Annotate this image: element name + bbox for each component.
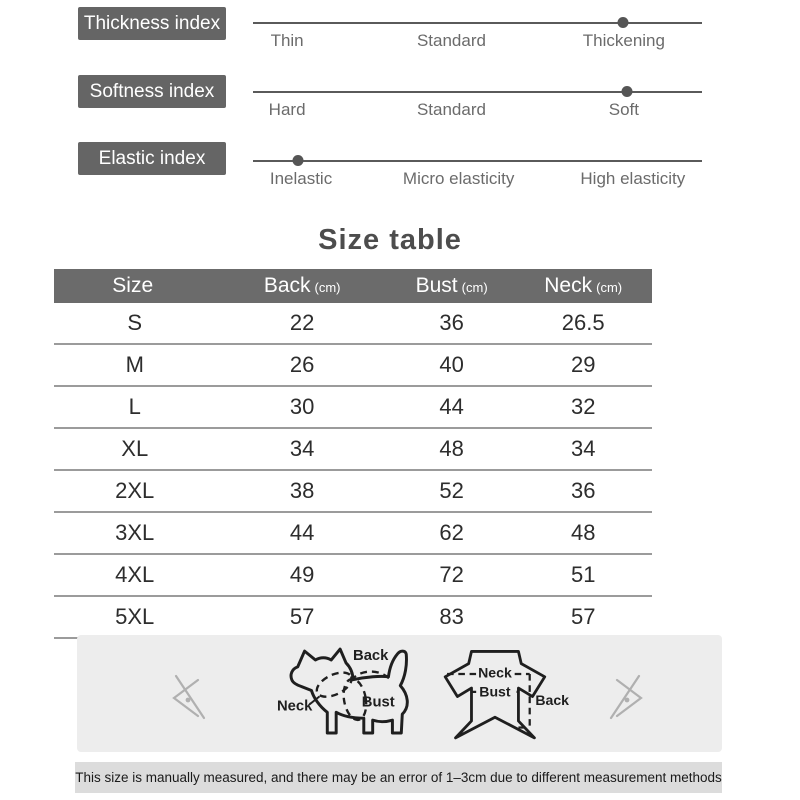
header-neck-label: Neck (544, 274, 593, 297)
dog-outline (289, 647, 409, 735)
table-row-xl: XL 34 48 34 (54, 429, 652, 471)
table-row-s: S 22 36 26.5 (54, 303, 652, 345)
header-cell-neck: Neck (cm) (514, 274, 652, 298)
cell-bust: 52 (439, 478, 464, 503)
size-table: Size Back (cm) Bust (cm) Neck (cm) S 22 … (54, 269, 652, 639)
dog-measurement-diagram: Back Neck Bust (277, 647, 409, 735)
garment-bust-label: Bust (479, 684, 511, 700)
cell-back: 44 (289, 520, 315, 545)
header-bust-label: Bust (415, 274, 458, 297)
elastic-option-micro: Micro elasticity (402, 169, 515, 188)
softness-scale-line (253, 86, 702, 97)
cell-size: 3XL (115, 520, 155, 545)
size-table-title: Size table (318, 224, 462, 256)
cell-size: XL (121, 436, 149, 461)
cell-bust: 44 (439, 394, 464, 419)
cell-back: 38 (289, 478, 315, 503)
cell-bust: 72 (439, 562, 464, 587)
measurement-diagram-panel: Back Neck Bust Neck Bust Back (77, 635, 722, 752)
cell-bust: 40 (439, 352, 464, 377)
table-row-4xl: 4XL 49 72 51 (54, 555, 652, 597)
softness-scale-dot-icon (621, 86, 633, 97)
header-back-label: Back (263, 274, 311, 297)
garment-neck-label-bg (476, 665, 514, 680)
cell-size: 2XL (115, 478, 155, 503)
cell-neck: 34 (570, 436, 596, 461)
table-row-5xl: 5XL 57 83 57 (54, 597, 652, 639)
dog-bust-label: Bust (362, 694, 395, 710)
elastic-option-inelastic: Inelastic (269, 169, 333, 188)
footer-note: This size is manually measured, and ther… (75, 762, 722, 793)
cell-neck: 32 (570, 394, 596, 419)
cell-back: 57 (289, 604, 315, 629)
header-cell-back: Back (cm) (215, 274, 388, 298)
dog-bust-measure-line (342, 677, 368, 722)
header-back-unit: (cm) (314, 280, 341, 295)
size-table-header-row: Size Back (cm) Bust (cm) Neck (cm) (54, 269, 652, 303)
header-cell-bust: Bust (cm) (389, 274, 515, 298)
header-bust-unit: (cm) (461, 280, 488, 295)
table-row-m: M 26 40 29 (54, 345, 652, 387)
carousel-next-arrow-icon[interactable] (605, 668, 649, 724)
cell-bust: 48 (439, 436, 464, 461)
cell-bust: 83 (439, 604, 464, 629)
dog-back-label: Back (353, 648, 389, 664)
cell-back: 30 (289, 394, 315, 419)
header-neck-unit: (cm) (596, 280, 623, 295)
thickness-scale-options: Thin Standard Thickening (253, 31, 702, 51)
elastic-option-high: High elasticity (580, 169, 686, 188)
cell-size: S (127, 310, 143, 335)
cell-neck: 29 (570, 352, 596, 377)
softness-option-hard: Hard (268, 100, 306, 119)
cell-size: M (125, 352, 144, 377)
garment-back-label: Back (535, 692, 569, 708)
dog-neck-measure-line (315, 671, 353, 698)
elastic-scale-dot-icon (292, 155, 304, 166)
softness-option-soft: Soft (608, 100, 639, 119)
cell-size: L (128, 394, 141, 419)
cell-neck: 57 (570, 604, 596, 629)
elastic-index-label: Elastic index (78, 142, 226, 175)
cell-neck: 36 (570, 478, 596, 503)
garment-bust-label-bg (476, 684, 514, 699)
cell-size: 4XL (115, 562, 155, 587)
elastic-scale-options: Inelastic Micro elasticity High elastici… (253, 169, 702, 189)
header-cell-size: Size (54, 274, 215, 298)
table-row-l: L 30 44 32 (54, 387, 652, 429)
table-row-2xl: 2XL 38 52 36 (54, 471, 652, 513)
elastic-scale-line (253, 155, 702, 166)
thickness-scale-line (253, 17, 702, 28)
cell-neck: 48 (570, 520, 596, 545)
cell-size: 5XL (115, 604, 155, 629)
thickness-option-thin: Thin (270, 31, 304, 50)
table-row-3xl: 3XL 44 62 48 (54, 513, 652, 555)
thickness-option-thickening: Thickening (582, 31, 665, 50)
cell-neck: 51 (570, 562, 596, 587)
garment-measurement-diagram: Neck Bust Back (443, 650, 569, 740)
dog-neck-pointer-line (308, 695, 321, 706)
carousel-prev-arrow-icon[interactable] (166, 668, 210, 724)
softness-scale-options: Hard Standard Soft (253, 100, 702, 120)
softness-index-label: Softness index (78, 75, 226, 108)
thickness-scale-dot-icon (617, 17, 629, 28)
dog-neck-label: Neck (277, 698, 313, 714)
cell-back: 34 (289, 436, 315, 461)
cell-back: 26 (289, 352, 315, 377)
cell-bust: 36 (439, 310, 464, 335)
cell-back: 22 (289, 310, 315, 335)
cell-bust: 62 (439, 520, 464, 545)
cell-back: 49 (289, 562, 315, 587)
thickness-option-standard: Standard (416, 31, 486, 50)
garment-neck-label: Neck (478, 665, 512, 681)
header-size-label: Size (112, 274, 154, 297)
cell-neck: 26.5 (561, 310, 605, 335)
thickness-index-label: Thickness index (78, 7, 226, 40)
softness-option-standard: Standard (416, 100, 486, 119)
